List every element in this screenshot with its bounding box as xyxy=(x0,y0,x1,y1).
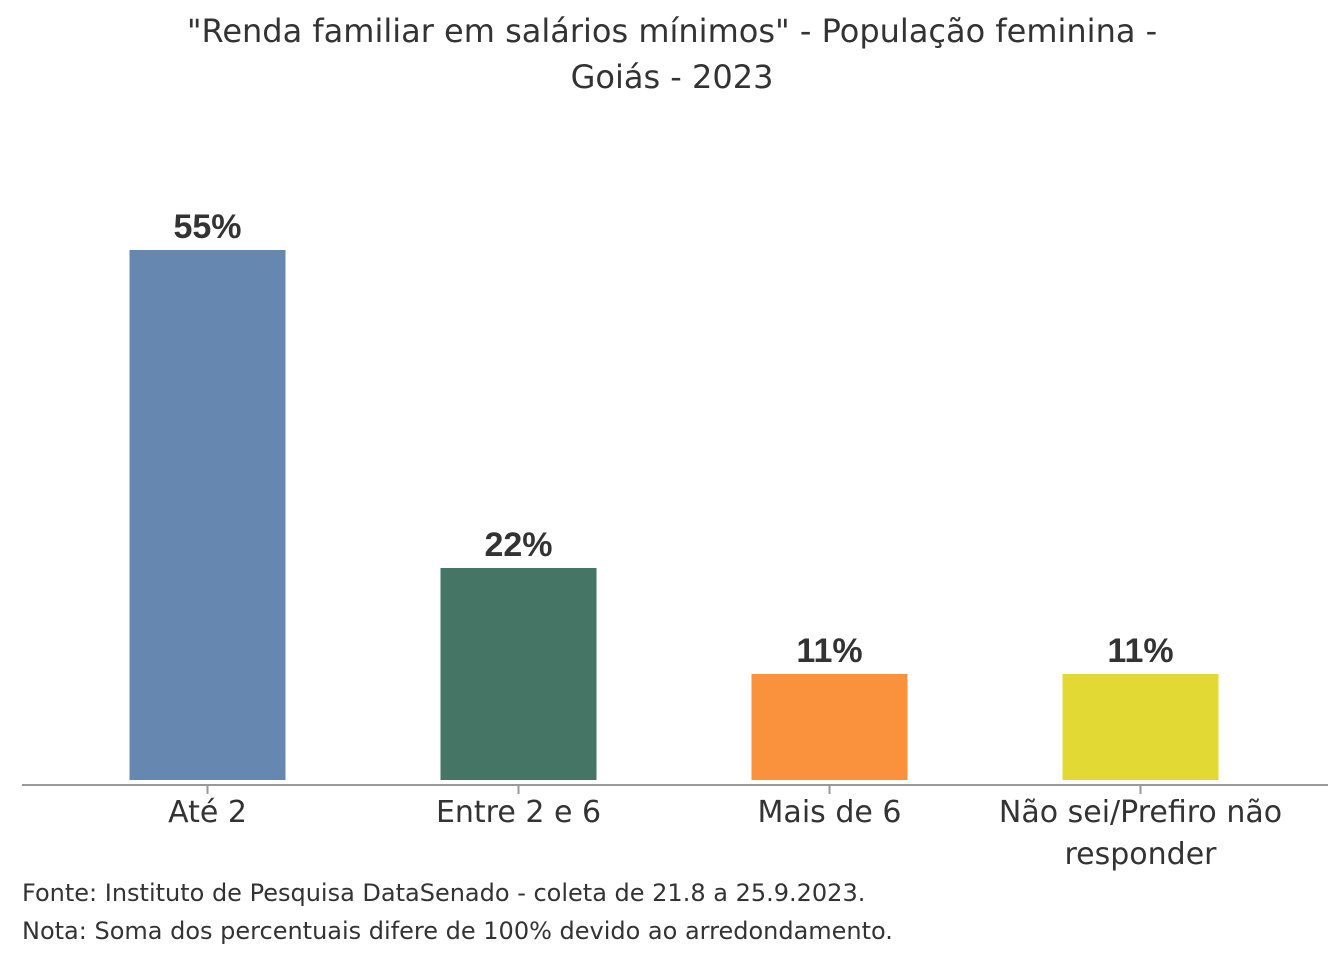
bar-2 xyxy=(751,674,908,780)
bar-3 xyxy=(1062,674,1219,780)
bars-group xyxy=(129,250,1219,780)
bar-1 xyxy=(440,568,597,780)
value-label-3: 11% xyxy=(1107,632,1173,670)
x-tick-label-0: Até 2 xyxy=(168,795,247,830)
x-tick-label-3: Não sei/Prefiro não responder xyxy=(999,795,1282,872)
chart-title: "Renda familiar em salários mínimos" - P… xyxy=(0,8,1344,100)
x-tick-label-2: Mais de 6 xyxy=(758,795,902,830)
x-tick-label-1: Entre 2 e 6 xyxy=(436,795,601,830)
x-tick-label-0-line-0: Até 2 xyxy=(168,795,247,830)
bar-0 xyxy=(129,250,286,780)
chart-title-line-1: "Renda familiar em salários mínimos" - P… xyxy=(186,12,1158,50)
footnotes: Fonte: Instituto de Pesquisa DataSenado … xyxy=(22,874,893,950)
x-tick-label-3-line-0: Não sei/Prefiro não xyxy=(999,795,1282,830)
x-tick-label-3-line-1: responder xyxy=(1064,837,1217,872)
x-tick-label-2-line-0: Mais de 6 xyxy=(758,795,902,830)
value-label-0: 55% xyxy=(173,208,241,246)
x-tick-label-1-line-0: Entre 2 e 6 xyxy=(436,795,601,830)
x-axis-ticks-group xyxy=(206,785,1142,794)
value-label-1: 22% xyxy=(484,526,552,564)
source-note: Fonte: Instituto de Pesquisa DataSenado … xyxy=(22,879,866,907)
rounding-note: Nota: Soma dos percentuais difere de 100… xyxy=(22,917,893,945)
value-labels-group: 55% 22% 11% 11% xyxy=(173,208,1173,670)
chart-title-line-2: Goiás - 2023 xyxy=(570,58,774,96)
x-axis-labels-group: Até 2 Entre 2 e 6 Mais de 6 Não sei/Prefiro… xyxy=(168,795,1282,872)
value-label-2: 11% xyxy=(796,632,862,670)
